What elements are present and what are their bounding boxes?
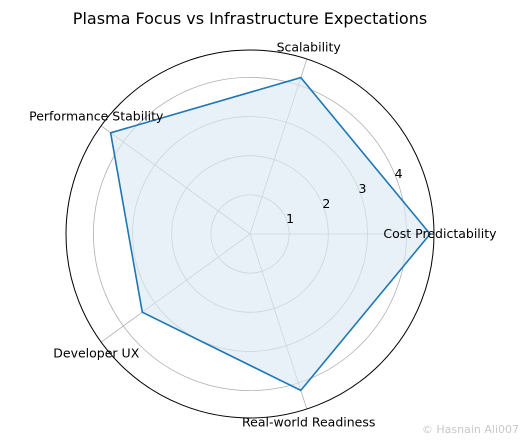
watermark: © Hasnain Ali007 [422,423,519,436]
axis-label-3: Performance Stability [29,108,164,123]
chart-title: Plasma Focus vs Infrastructure Expectati… [73,9,427,28]
r-tick-label-3: 3 [359,181,367,196]
r-tick-label-4: 4 [395,166,403,181]
radar-labels: 1 2 3 4 Cost Predictability Scalability Perfor… [29,39,497,429]
outer-frame [65,49,435,419]
radar-series [109,76,432,392]
axis-label-4: Developer UX [53,346,139,361]
r-tick-label-1: 1 [286,211,294,226]
axis-label-5: Real-world Readiness [242,415,375,430]
series-line [109,76,432,392]
series-area [110,77,431,391]
axis-label-1: Cost Predictability [383,226,497,241]
r-tick-label-2: 2 [322,196,330,211]
watermark-text: © Hasnain Ali007 [421,423,519,436]
axis-label-2: Scalability [277,39,342,54]
